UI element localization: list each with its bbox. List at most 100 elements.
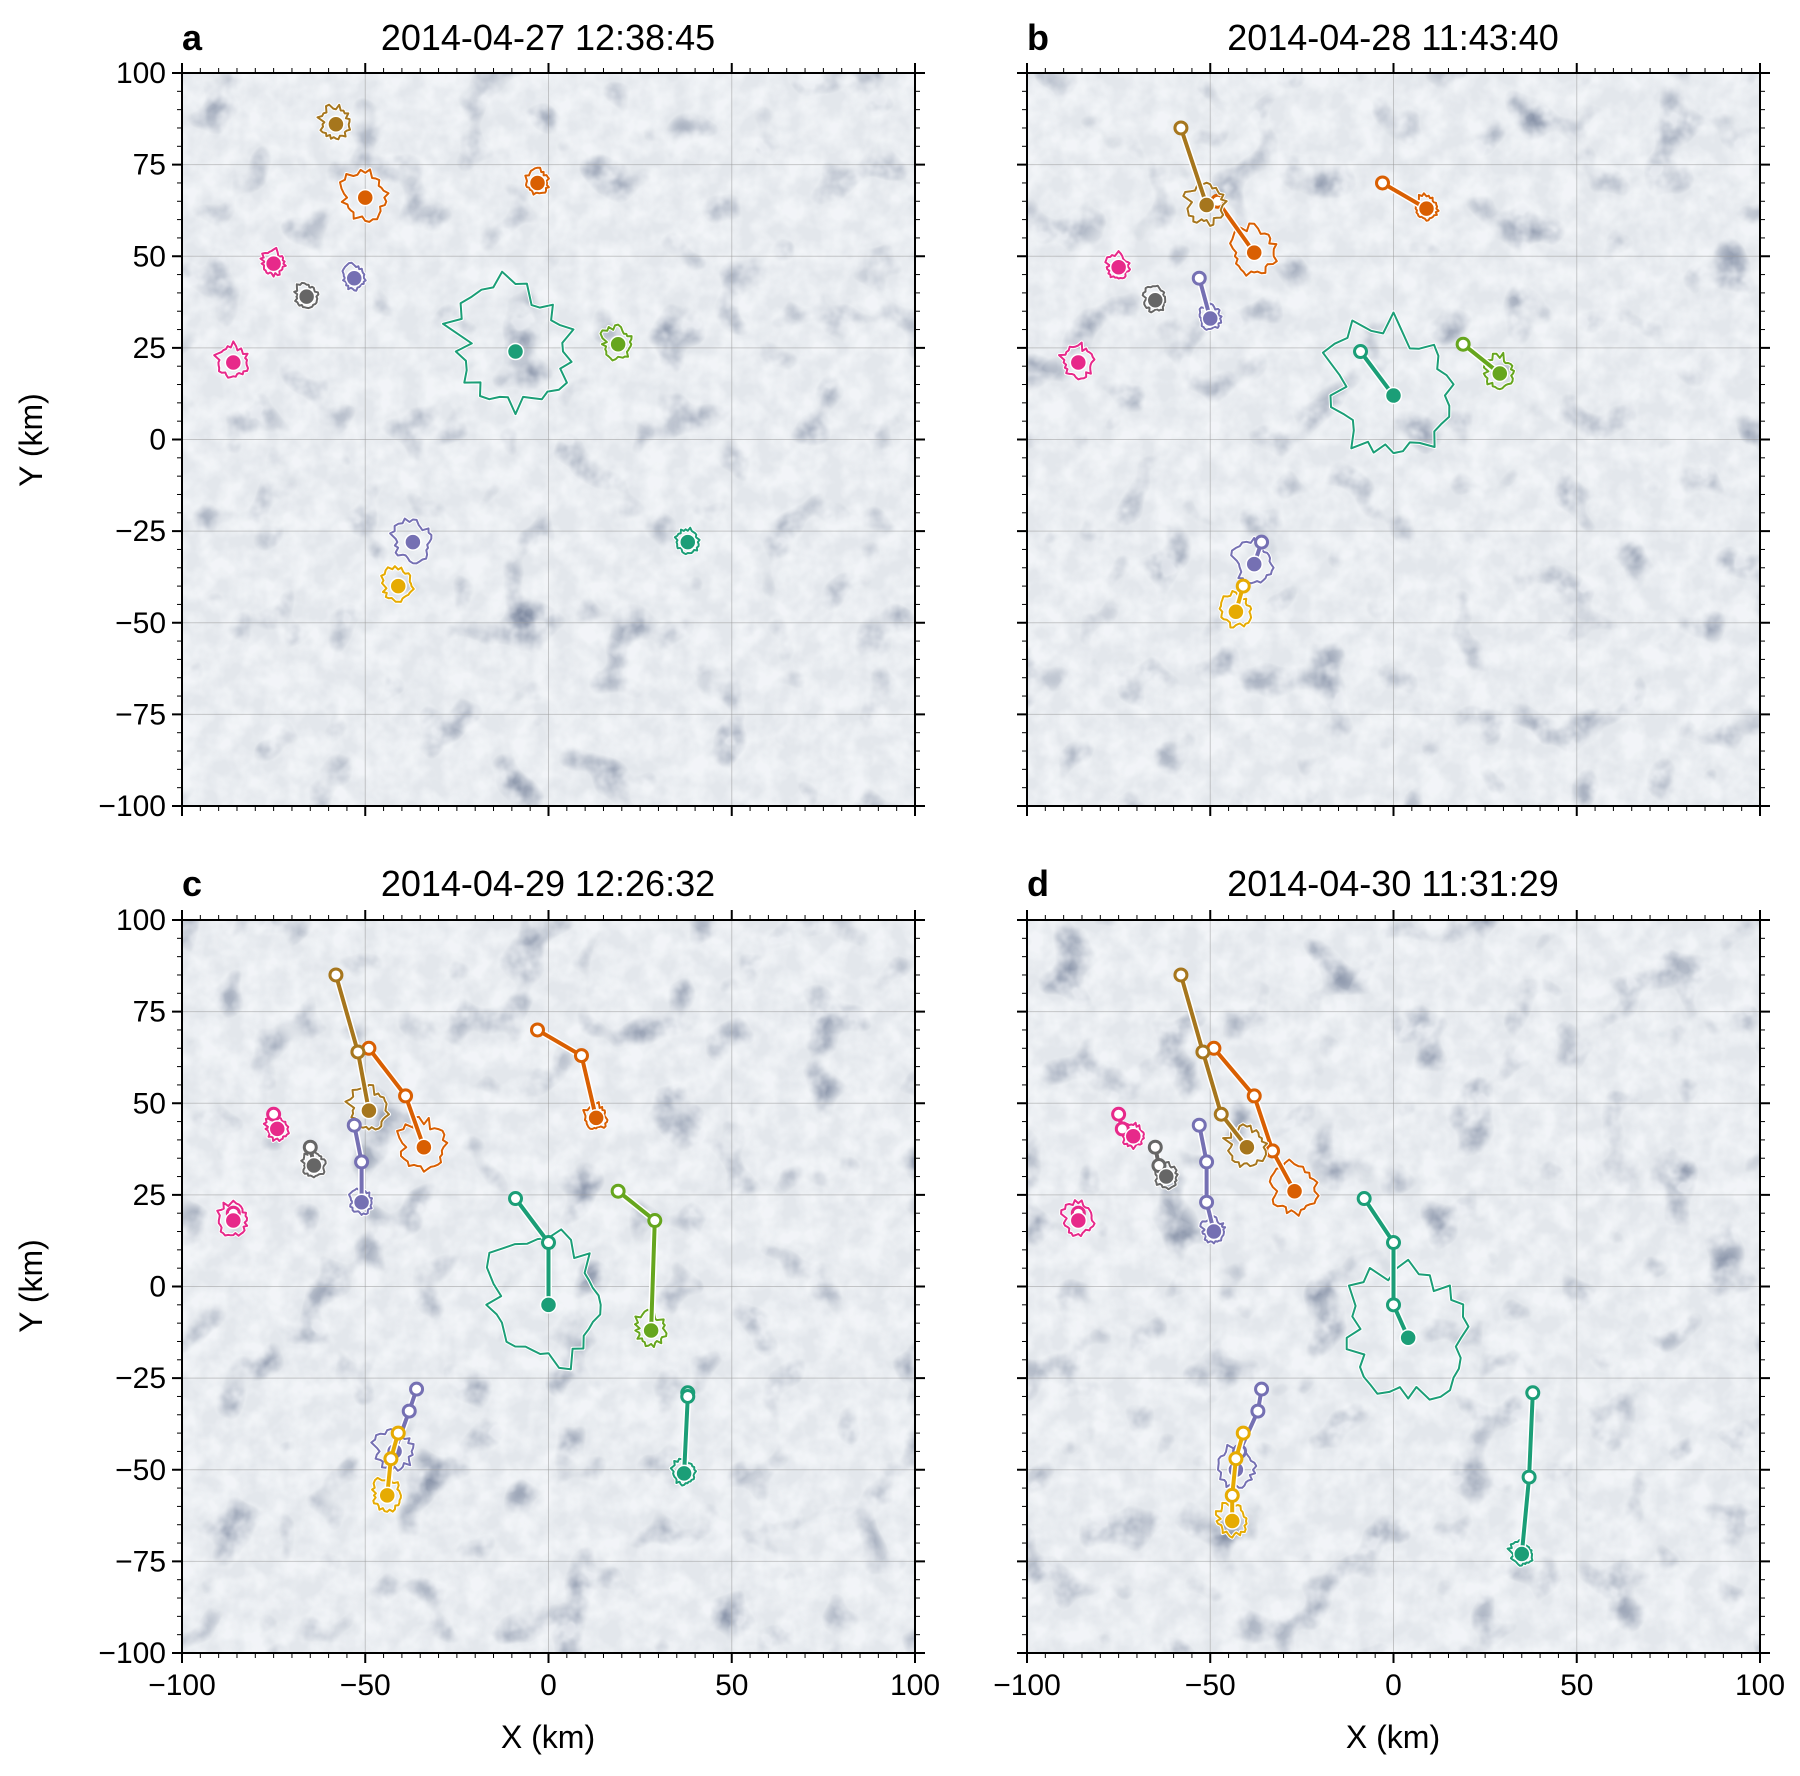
previous-position-marker bbox=[1151, 1158, 1167, 1174]
floe-track bbox=[1229, 534, 1276, 586]
panel-d-xlabel: X (km) bbox=[1346, 1719, 1440, 1755]
floe-outline bbox=[524, 166, 550, 196]
current-position-marker bbox=[389, 577, 407, 595]
panel-d-letter: d bbox=[1027, 863, 1049, 904]
floe-track bbox=[1206, 1040, 1321, 1218]
floe-track bbox=[1191, 1117, 1228, 1246]
floe-outline bbox=[1182, 180, 1228, 227]
current-position-marker bbox=[1399, 1329, 1417, 1347]
y-tick-label: 75 bbox=[133, 996, 166, 1029]
floe-outline bbox=[293, 281, 320, 310]
floe-track bbox=[1140, 283, 1168, 315]
current-position-marker bbox=[415, 1138, 433, 1156]
previous-position-marker bbox=[573, 1048, 589, 1064]
track-line bbox=[1178, 973, 1249, 1150]
floe-track bbox=[361, 1040, 450, 1174]
previous-position-marker bbox=[1386, 1235, 1401, 1251]
x-tick-label: 100 bbox=[1735, 1669, 1785, 1702]
current-position-marker bbox=[297, 287, 316, 306]
track-line bbox=[1358, 349, 1396, 398]
previous-position-marker bbox=[1213, 1106, 1229, 1122]
current-position-marker bbox=[1157, 1167, 1176, 1186]
floe-track bbox=[338, 167, 391, 224]
track-line bbox=[1211, 1046, 1297, 1194]
floe-outline bbox=[1154, 1161, 1179, 1191]
floe-track bbox=[530, 1022, 610, 1131]
floe-outline bbox=[262, 1112, 290, 1142]
floe-track bbox=[1375, 175, 1441, 223]
floe-outline bbox=[673, 526, 701, 556]
y-tick-label: −25 bbox=[115, 1362, 166, 1395]
current-position-marker bbox=[305, 1156, 323, 1175]
floe-track bbox=[1059, 1198, 1097, 1239]
floe-outline bbox=[316, 103, 351, 141]
floe-track bbox=[258, 245, 288, 279]
x-tick-label: 50 bbox=[715, 1669, 748, 1702]
floe-track bbox=[212, 339, 250, 380]
previous-position-marker bbox=[1173, 967, 1189, 983]
floe-track bbox=[346, 1117, 374, 1217]
previous-position-marker bbox=[350, 1044, 366, 1060]
previous-position-marker bbox=[1235, 1425, 1251, 1441]
previous-position-marker bbox=[1265, 1143, 1281, 1159]
current-position-marker bbox=[1227, 603, 1245, 621]
floe-outline bbox=[1214, 1499, 1248, 1539]
previous-position-marker bbox=[1356, 1191, 1372, 1207]
floe-outline bbox=[1321, 311, 1455, 455]
floe-outline bbox=[1198, 302, 1223, 331]
previous-position-marker bbox=[401, 1403, 417, 1419]
previous-position-marker bbox=[1224, 1487, 1240, 1503]
previous-position-marker bbox=[1195, 1044, 1211, 1060]
floe-outline bbox=[339, 168, 390, 223]
current-position-marker bbox=[1109, 258, 1128, 276]
previous-position-marker bbox=[1199, 1194, 1215, 1210]
floe-outline bbox=[1058, 341, 1096, 381]
floe-outline bbox=[1141, 284, 1167, 314]
current-position-marker bbox=[345, 269, 364, 287]
panel-d: d 2014-04-30 11:31:29 −100 −50 0 50 100 X (k… bbox=[993, 863, 1785, 1755]
panel-b: b 2014-04-28 11:43:40 bbox=[1017, 17, 1770, 816]
previous-position-marker bbox=[390, 1425, 406, 1441]
current-position-marker bbox=[356, 188, 374, 207]
floe-track bbox=[1057, 340, 1097, 382]
previous-position-marker bbox=[530, 1022, 546, 1038]
current-position-marker bbox=[1069, 353, 1088, 372]
floe-track bbox=[388, 516, 434, 566]
previous-position-marker bbox=[346, 1117, 362, 1133]
previous-position-marker bbox=[1235, 578, 1251, 594]
floe-outline bbox=[344, 1083, 390, 1131]
previous-position-marker bbox=[1455, 336, 1471, 352]
previous-position-marker bbox=[1173, 120, 1189, 136]
y-tick-label: 0 bbox=[149, 424, 166, 457]
previous-position-marker bbox=[1147, 1139, 1163, 1155]
floe-outline bbox=[1414, 192, 1440, 222]
panel-c-title: 2014-04-29 12:26:32 bbox=[381, 863, 715, 904]
current-position-marker bbox=[224, 353, 243, 372]
floe-outline bbox=[1060, 1199, 1096, 1238]
current-position-marker bbox=[1197, 196, 1216, 214]
y-tick-label: 100 bbox=[116, 57, 166, 90]
previous-position-marker bbox=[1114, 1121, 1130, 1137]
y-tick-label: 50 bbox=[133, 1087, 166, 1120]
floe-track bbox=[340, 260, 368, 293]
previous-position-marker bbox=[1375, 175, 1391, 191]
floe-track bbox=[1344, 1191, 1471, 1402]
previous-position-marker bbox=[1353, 344, 1369, 360]
y-tick-label: −25 bbox=[115, 515, 166, 548]
track-line bbox=[1230, 1431, 1246, 1524]
y-tick-label: −100 bbox=[98, 1637, 166, 1670]
previous-position-marker bbox=[1254, 1381, 1270, 1397]
previous-position-marker bbox=[1191, 1117, 1207, 1133]
floe-outline bbox=[1268, 1158, 1320, 1217]
floe-track bbox=[610, 1183, 669, 1350]
y-tick-label: −75 bbox=[115, 698, 166, 731]
current-position-marker bbox=[1417, 199, 1436, 218]
current-position-marker bbox=[528, 174, 547, 192]
floe-outline bbox=[1482, 351, 1515, 391]
panel-b-title: 2014-04-28 11:43:40 bbox=[1227, 17, 1559, 58]
floe-track bbox=[299, 1139, 328, 1180]
floe-track bbox=[1505, 1385, 1541, 1568]
previous-position-marker bbox=[302, 1139, 318, 1155]
floe-outline bbox=[213, 340, 249, 379]
y-tick-label: 50 bbox=[133, 240, 166, 273]
